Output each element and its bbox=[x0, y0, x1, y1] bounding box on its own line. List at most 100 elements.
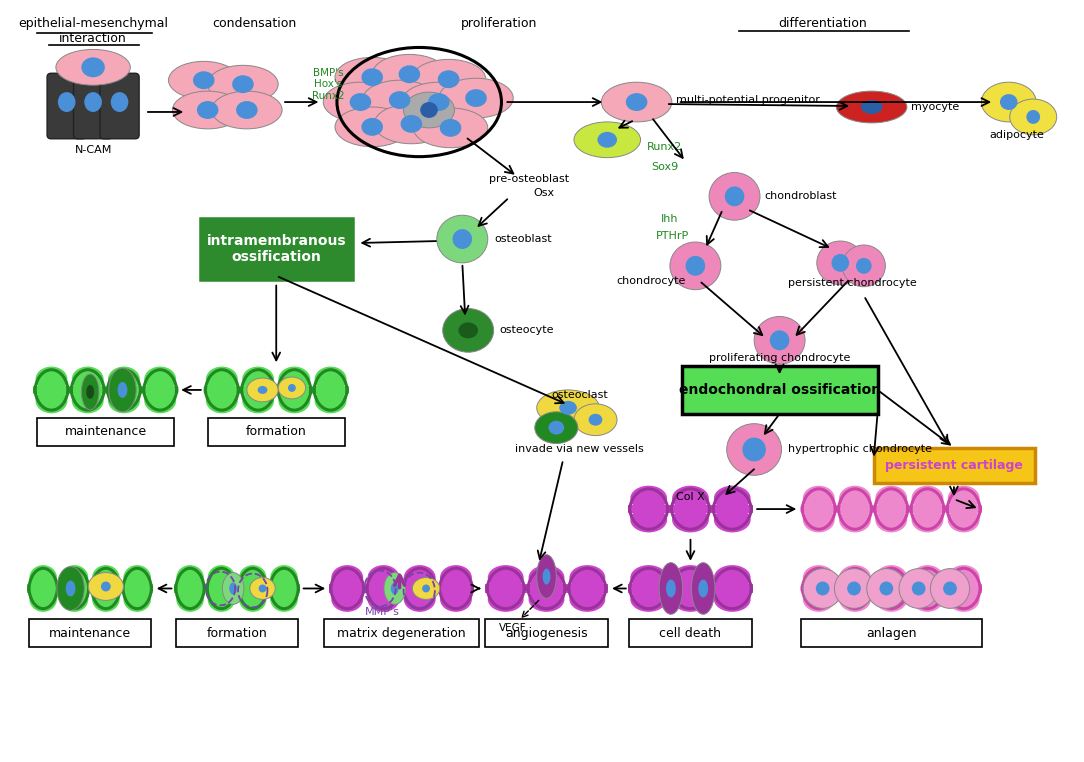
Ellipse shape bbox=[87, 385, 94, 399]
Text: cell death: cell death bbox=[659, 626, 722, 639]
Text: Col X: Col X bbox=[676, 492, 705, 502]
Ellipse shape bbox=[465, 89, 487, 107]
Bar bbox=[801, 584, 982, 593]
Ellipse shape bbox=[488, 587, 524, 612]
Ellipse shape bbox=[842, 245, 886, 287]
Text: anlagen: anlagen bbox=[866, 626, 916, 639]
Ellipse shape bbox=[57, 92, 76, 112]
Ellipse shape bbox=[279, 367, 310, 392]
Text: N-CAM: N-CAM bbox=[75, 145, 112, 155]
Ellipse shape bbox=[124, 565, 151, 591]
Ellipse shape bbox=[440, 565, 472, 591]
Ellipse shape bbox=[803, 485, 835, 511]
Ellipse shape bbox=[440, 119, 462, 137]
Text: VEGF: VEGF bbox=[499, 623, 526, 633]
Ellipse shape bbox=[177, 565, 204, 591]
Ellipse shape bbox=[247, 378, 279, 402]
Text: condensation: condensation bbox=[212, 17, 297, 30]
Ellipse shape bbox=[685, 256, 706, 276]
Ellipse shape bbox=[399, 66, 421, 83]
Ellipse shape bbox=[698, 580, 708, 597]
Ellipse shape bbox=[459, 322, 478, 338]
Ellipse shape bbox=[597, 132, 617, 148]
Ellipse shape bbox=[714, 565, 750, 591]
Ellipse shape bbox=[411, 59, 486, 99]
Ellipse shape bbox=[726, 424, 782, 475]
Ellipse shape bbox=[81, 57, 105, 77]
Ellipse shape bbox=[999, 94, 1018, 110]
Ellipse shape bbox=[569, 565, 605, 591]
Ellipse shape bbox=[211, 91, 282, 129]
Ellipse shape bbox=[452, 229, 473, 249]
Ellipse shape bbox=[440, 587, 472, 612]
Text: Sox9: Sox9 bbox=[651, 162, 679, 171]
Ellipse shape bbox=[144, 367, 176, 392]
Ellipse shape bbox=[108, 367, 140, 392]
Ellipse shape bbox=[659, 562, 683, 614]
Ellipse shape bbox=[29, 587, 57, 612]
Ellipse shape bbox=[559, 401, 577, 415]
Ellipse shape bbox=[630, 565, 667, 591]
Ellipse shape bbox=[947, 507, 980, 533]
Ellipse shape bbox=[488, 565, 524, 591]
Ellipse shape bbox=[529, 565, 565, 591]
Ellipse shape bbox=[912, 581, 926, 595]
Ellipse shape bbox=[912, 587, 943, 612]
Ellipse shape bbox=[714, 587, 750, 612]
Ellipse shape bbox=[88, 572, 124, 600]
Ellipse shape bbox=[743, 437, 766, 462]
Ellipse shape bbox=[947, 587, 980, 612]
Ellipse shape bbox=[92, 587, 119, 612]
Ellipse shape bbox=[543, 568, 551, 584]
Text: formation: formation bbox=[246, 425, 307, 438]
Bar bbox=[486, 620, 608, 647]
Ellipse shape bbox=[803, 587, 835, 612]
Ellipse shape bbox=[101, 581, 111, 591]
Ellipse shape bbox=[981, 82, 1036, 122]
Ellipse shape bbox=[803, 565, 835, 591]
Ellipse shape bbox=[238, 587, 267, 612]
Ellipse shape bbox=[912, 507, 943, 533]
Ellipse shape bbox=[867, 568, 906, 608]
Text: Runx2: Runx2 bbox=[646, 142, 682, 152]
Bar bbox=[486, 584, 608, 593]
Ellipse shape bbox=[413, 108, 488, 148]
Text: BMP's
Hox's
Runx2: BMP's Hox's Runx2 bbox=[312, 68, 345, 101]
Text: proliferating chondrocyte: proliferating chondrocyte bbox=[709, 353, 850, 363]
Ellipse shape bbox=[428, 93, 450, 111]
Ellipse shape bbox=[144, 388, 176, 413]
Ellipse shape bbox=[193, 72, 215, 89]
Text: invade via new vessels: invade via new vessels bbox=[515, 444, 644, 454]
Ellipse shape bbox=[279, 377, 306, 399]
Ellipse shape bbox=[839, 507, 870, 533]
Ellipse shape bbox=[947, 565, 980, 591]
Ellipse shape bbox=[422, 584, 430, 592]
FancyBboxPatch shape bbox=[47, 73, 87, 139]
Ellipse shape bbox=[875, 485, 907, 511]
Ellipse shape bbox=[389, 91, 411, 109]
Ellipse shape bbox=[630, 507, 667, 533]
Ellipse shape bbox=[672, 565, 709, 591]
Ellipse shape bbox=[537, 555, 556, 598]
Ellipse shape bbox=[1027, 110, 1040, 124]
Text: persistent cartilage: persistent cartilage bbox=[885, 459, 1023, 472]
Ellipse shape bbox=[437, 215, 488, 263]
Ellipse shape bbox=[72, 367, 104, 392]
Bar bbox=[874, 447, 1035, 483]
Ellipse shape bbox=[401, 115, 422, 133]
Ellipse shape bbox=[848, 581, 861, 595]
Bar bbox=[208, 418, 345, 446]
Ellipse shape bbox=[816, 581, 829, 595]
Ellipse shape bbox=[670, 242, 721, 290]
Ellipse shape bbox=[172, 91, 243, 129]
Bar bbox=[324, 620, 479, 647]
Ellipse shape bbox=[930, 568, 969, 608]
Text: matrix degeneration: matrix degeneration bbox=[337, 626, 466, 639]
Ellipse shape bbox=[350, 93, 371, 111]
Ellipse shape bbox=[242, 388, 274, 413]
Ellipse shape bbox=[438, 70, 460, 88]
Bar bbox=[801, 620, 982, 647]
Ellipse shape bbox=[573, 404, 617, 436]
Text: formation: formation bbox=[207, 626, 268, 639]
Ellipse shape bbox=[249, 578, 275, 600]
